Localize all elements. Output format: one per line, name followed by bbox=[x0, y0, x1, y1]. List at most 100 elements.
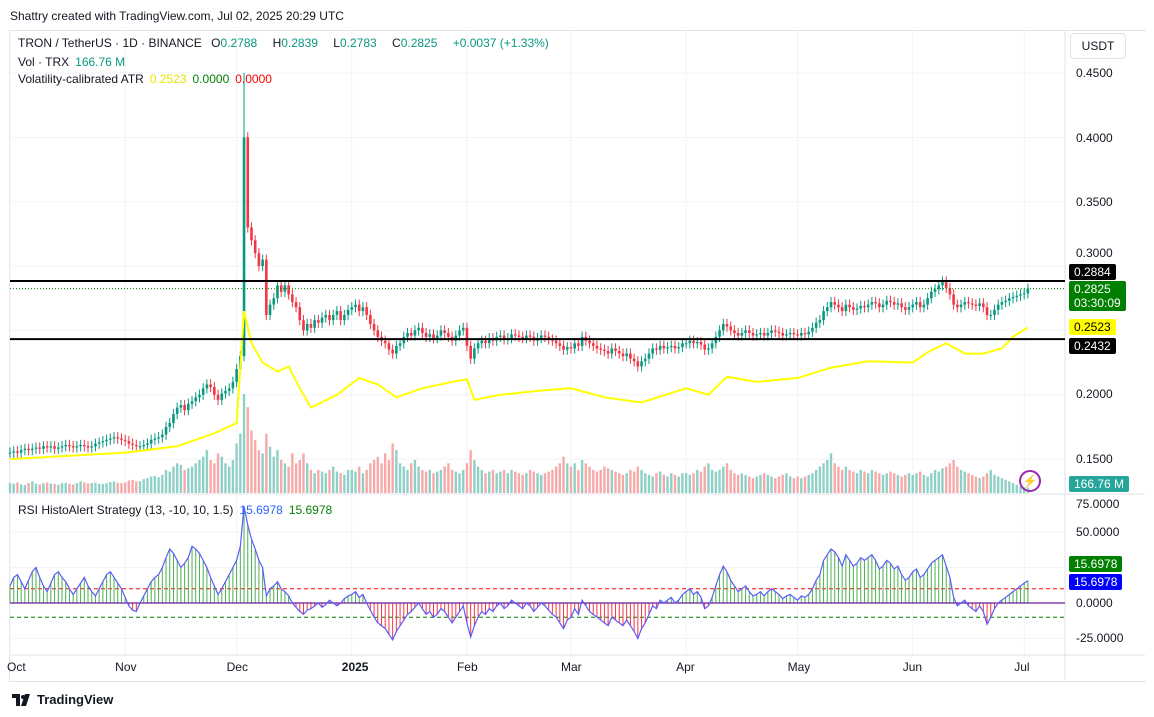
candle-body bbox=[773, 330, 777, 332]
volume-bar bbox=[138, 481, 142, 493]
candle-body bbox=[881, 304, 885, 308]
volume-bar bbox=[926, 476, 929, 493]
volume-bar bbox=[870, 469, 874, 493]
volume-bar bbox=[339, 473, 342, 493]
volume-bar bbox=[94, 482, 97, 493]
volume-bar bbox=[491, 469, 495, 493]
volume-bar bbox=[231, 460, 235, 493]
candle-body bbox=[469, 345, 472, 359]
volume-bar bbox=[766, 474, 770, 493]
volume-bar bbox=[380, 463, 383, 493]
open-label: O bbox=[211, 36, 221, 50]
rsi-value-1: 15.6978 bbox=[239, 503, 283, 517]
rsi-label[interactable]: RSI HistoAlert Strategy (13, -10, 10, 1.… bbox=[18, 503, 234, 517]
volume-bar bbox=[272, 456, 275, 493]
volume-bar bbox=[57, 484, 60, 493]
candle-body bbox=[168, 423, 172, 427]
candle-body bbox=[317, 320, 320, 323]
volume-bar bbox=[410, 463, 413, 493]
candle-body bbox=[476, 343, 480, 349]
candle-body bbox=[640, 361, 643, 367]
volume-bar bbox=[684, 473, 688, 493]
volume-bar bbox=[941, 468, 944, 493]
volume-bar bbox=[826, 460, 829, 493]
price-tick: 0.4000 bbox=[1076, 131, 1113, 145]
volume-bar bbox=[462, 469, 465, 493]
volume-bar bbox=[213, 463, 216, 493]
volume-bar bbox=[391, 443, 394, 493]
volume-bar bbox=[458, 473, 461, 493]
candle-body bbox=[27, 448, 30, 451]
volume-bar bbox=[644, 473, 647, 493]
volume-bar bbox=[365, 469, 368, 493]
candle-body bbox=[79, 444, 82, 447]
candle-body bbox=[729, 326, 733, 331]
candle-body bbox=[305, 323, 309, 331]
candle-body bbox=[395, 345, 398, 354]
volume-bar bbox=[692, 473, 695, 493]
candle-body bbox=[956, 304, 959, 308]
volume-bar bbox=[774, 478, 777, 493]
volume-bar bbox=[101, 484, 105, 493]
candle-body bbox=[391, 349, 394, 354]
volume-bar bbox=[892, 473, 896, 493]
candle-body bbox=[915, 302, 918, 305]
lightning-icon[interactable]: ⚡ bbox=[1019, 470, 1041, 492]
volume-bar bbox=[740, 473, 744, 493]
volume-bar bbox=[952, 460, 955, 493]
candle-body bbox=[161, 434, 164, 438]
volume-bar bbox=[781, 474, 784, 493]
candle-body bbox=[610, 348, 614, 354]
volume-bar bbox=[658, 471, 662, 493]
volume-bar bbox=[164, 469, 168, 493]
candle-body bbox=[703, 344, 707, 350]
candle-body bbox=[172, 414, 175, 424]
volume-bar bbox=[632, 471, 636, 493]
candle-body bbox=[101, 441, 105, 443]
candle-body bbox=[863, 305, 866, 308]
volume-bar bbox=[53, 484, 56, 493]
candle-body bbox=[796, 334, 799, 336]
volume-bar bbox=[599, 469, 602, 493]
volume-label[interactable]: Vol · TRX bbox=[18, 55, 70, 69]
volume-bar bbox=[666, 476, 669, 493]
candle-body bbox=[525, 335, 528, 339]
volume-bar bbox=[146, 478, 149, 493]
rsi-tick: 50.0000 bbox=[1076, 525, 1120, 539]
volume-bar bbox=[982, 476, 985, 493]
volume-bar bbox=[840, 469, 844, 493]
volume-bar bbox=[677, 476, 680, 493]
volume-bar bbox=[261, 453, 264, 493]
volume-bar bbox=[406, 469, 409, 493]
volume-bar bbox=[751, 478, 755, 493]
candle-body bbox=[904, 307, 907, 310]
atr-label[interactable]: Volatility-calibrated ATR bbox=[18, 72, 144, 86]
volume-bar bbox=[224, 463, 227, 493]
candle-body bbox=[97, 442, 101, 444]
volume-bar bbox=[811, 473, 814, 493]
candle-body bbox=[721, 323, 725, 331]
volume-bar bbox=[317, 469, 320, 493]
tradingview-logo[interactable]: TradingView bbox=[12, 692, 113, 707]
volume-bar bbox=[874, 471, 877, 493]
candle-body bbox=[870, 302, 874, 305]
currency-button[interactable]: USDT bbox=[1070, 33, 1126, 59]
volume-bar bbox=[60, 483, 64, 493]
volume-bar bbox=[703, 466, 706, 493]
candle-body bbox=[398, 343, 402, 346]
volume-bar bbox=[376, 456, 379, 493]
volume-bar bbox=[473, 460, 476, 493]
candle-body bbox=[227, 388, 231, 391]
symbol-title[interactable]: TRON / TetherUS · 1D · BINANCE bbox=[18, 36, 202, 50]
volume-bar bbox=[242, 394, 246, 493]
candle-body bbox=[435, 335, 439, 339]
volume-bar bbox=[759, 474, 762, 493]
volume-bar bbox=[83, 482, 86, 493]
candle-body bbox=[788, 332, 792, 335]
candle-body bbox=[577, 343, 580, 346]
volume-bar bbox=[369, 463, 372, 493]
candle-body bbox=[276, 285, 279, 299]
volume-bar bbox=[413, 460, 417, 493]
rsi-line-tag: 15.6978 bbox=[1069, 574, 1123, 590]
